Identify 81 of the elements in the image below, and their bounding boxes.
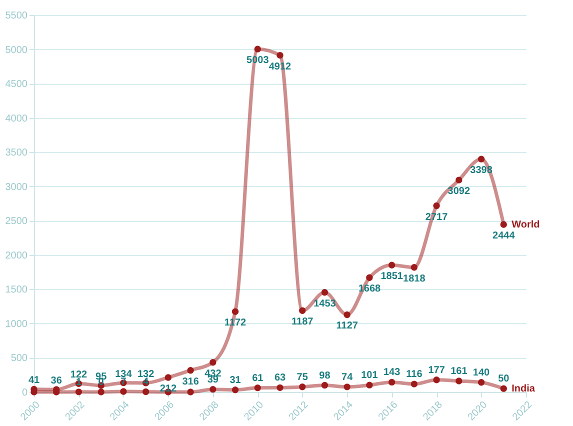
data-label: 5003 (246, 55, 270, 66)
point (276, 384, 284, 392)
point (344, 311, 350, 318)
point (456, 176, 462, 184)
point (388, 262, 396, 268)
data-label: 116 (406, 369, 423, 380)
data-label: 98 (319, 370, 331, 382)
data-label: 1818 (403, 273, 426, 284)
data-label: 101 (361, 370, 378, 382)
point (410, 380, 418, 388)
point (388, 378, 396, 386)
point (276, 52, 284, 59)
data-label: 316 (182, 376, 200, 388)
y-tick-label: 2000 (5, 250, 28, 262)
series-label: India (512, 384, 536, 395)
point (210, 359, 216, 366)
data-label: 36 (50, 376, 62, 387)
data-label: 31 (230, 374, 242, 386)
y-tick-label: 4000 (5, 113, 28, 124)
point (500, 385, 507, 392)
y-tick-label: 3500 (5, 148, 28, 159)
data-label: 2717 (425, 212, 448, 223)
point (210, 386, 216, 393)
point (366, 274, 373, 282)
point (164, 374, 172, 381)
point (321, 289, 328, 296)
data-label: 1668 (358, 284, 382, 295)
y-tick-label: 1500 (5, 284, 28, 296)
point (299, 307, 306, 314)
data-label: 2444 (492, 230, 516, 242)
data-label: 1127 (336, 320, 358, 332)
y-tick-label: 5000 (5, 44, 28, 56)
point (366, 382, 373, 388)
data-label: 140 (472, 367, 490, 378)
data-label: 1851 (380, 271, 404, 282)
y-tick-label: 1000 (5, 318, 28, 330)
data-label: 177 (428, 364, 446, 376)
data-label: 1172 (224, 318, 247, 329)
point (500, 221, 507, 228)
point (98, 388, 104, 396)
data-label: 4912 (268, 61, 292, 72)
y-tick-label: 4500 (5, 79, 28, 90)
y-tick-label: 2500 (5, 216, 28, 228)
point (232, 386, 239, 394)
point (254, 46, 261, 52)
y-tick-label: 0 (22, 388, 28, 398)
point (433, 376, 440, 384)
data-label: 63 (274, 372, 286, 384)
point (321, 382, 328, 389)
data-label: 4 (143, 376, 150, 388)
data-label: 74 (342, 372, 354, 383)
data-label: 75 (296, 372, 308, 383)
data-label: 61 (252, 372, 264, 384)
point (75, 388, 82, 396)
data-label: 3398 (470, 165, 493, 176)
y-tick-label: 5500 (5, 10, 28, 22)
data-label: 212 (160, 383, 177, 394)
data-label: 3092 (448, 186, 470, 198)
point (120, 388, 127, 395)
point (478, 156, 485, 162)
point (344, 384, 350, 390)
point (410, 264, 418, 271)
point (456, 378, 462, 384)
point (232, 308, 239, 316)
data-label: 1453 (314, 298, 336, 310)
point (478, 379, 485, 386)
y-tick-label: 3000 (5, 182, 28, 193)
data-label: 161 (450, 366, 468, 377)
point (433, 202, 440, 210)
point (299, 384, 306, 390)
point (142, 388, 150, 396)
data-label: 41 (28, 375, 40, 386)
point (254, 384, 261, 392)
point (187, 366, 194, 374)
point (187, 388, 194, 396)
y-tick-label: 500 (10, 353, 28, 364)
data-label: 7 (120, 376, 127, 388)
data-label: 1187 (292, 316, 314, 328)
data-label: 50 (498, 374, 510, 385)
series-label: World (512, 219, 540, 230)
data-label: 143 (383, 367, 401, 378)
